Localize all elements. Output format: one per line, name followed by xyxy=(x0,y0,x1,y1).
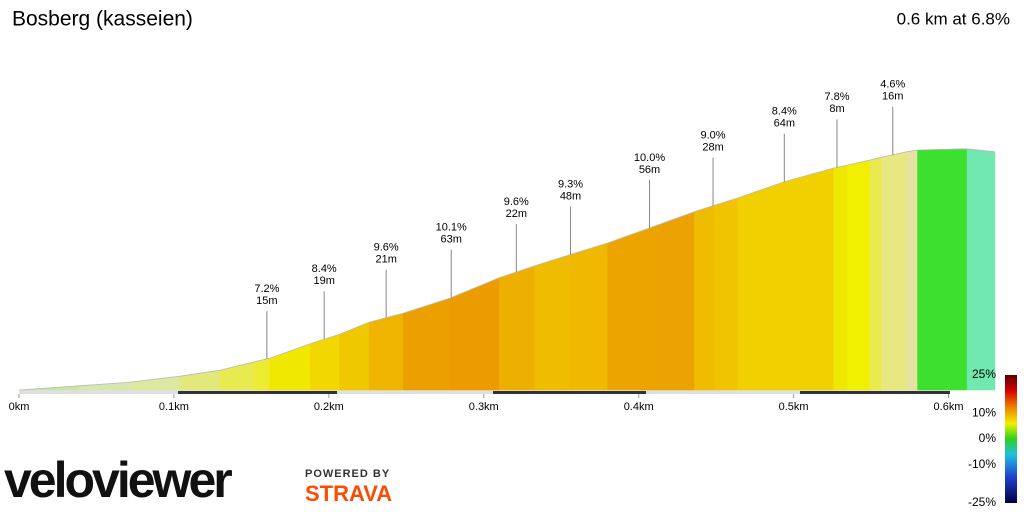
annotation-length: 16m xyxy=(882,91,903,103)
title: Bosberg (kasseien) xyxy=(12,8,193,31)
legend-label: 10% xyxy=(972,406,996,420)
annotation-length: 15m xyxy=(256,295,277,307)
annotation-grade: 10.1% xyxy=(436,221,467,233)
profile-segment xyxy=(966,148,996,391)
km-band xyxy=(493,391,646,394)
profile-segment xyxy=(368,312,404,391)
profile-segment xyxy=(402,297,450,391)
legend-label: -25% xyxy=(968,495,996,509)
profile-segment xyxy=(79,381,131,391)
profile-segment xyxy=(694,204,715,391)
annotation-grade: 7.8% xyxy=(824,91,849,103)
powered-by: POWERED BY xyxy=(305,468,390,480)
profile-segment xyxy=(649,211,695,391)
x-tick-label: 0.4km xyxy=(624,401,654,413)
legend-label: 25% xyxy=(972,367,996,381)
annotation-grade: 4.6% xyxy=(880,79,905,91)
annotation-grade: 7.2% xyxy=(254,283,279,295)
annotation-length: 28m xyxy=(702,142,723,154)
profile-segment xyxy=(833,164,849,391)
annotation-grade: 9.6% xyxy=(504,196,529,208)
profile-segment xyxy=(499,265,536,391)
annotation-grade: 9.6% xyxy=(374,242,399,254)
annotation-length: 21m xyxy=(375,254,396,266)
annotation-grade: 9.0% xyxy=(701,130,726,142)
profile-segment xyxy=(130,375,181,391)
annotation-length: 19m xyxy=(313,275,334,287)
annotation-grade: 8.4% xyxy=(772,106,797,118)
x-tick-label: 0.1km xyxy=(159,401,189,413)
profile-line xyxy=(18,148,996,391)
x-tick-label: 0.3km xyxy=(469,401,499,413)
x-tick-label: 0.5km xyxy=(779,401,809,413)
x-tick-label: 0km xyxy=(9,401,30,413)
annotation-grade: 9.3% xyxy=(558,178,583,190)
profile-segment xyxy=(254,357,271,391)
x-tick-label: 0.2km xyxy=(314,401,344,413)
profile-segment xyxy=(784,167,835,391)
profile-segment xyxy=(847,159,870,391)
annotation-grade: 8.4% xyxy=(312,263,337,275)
annotation-length: 8m xyxy=(829,103,844,115)
profile-segment xyxy=(906,149,918,391)
km-band xyxy=(800,391,950,394)
annotation-grade: 10.0% xyxy=(634,152,665,164)
profile-segment xyxy=(568,242,608,391)
annotation-length: 64m xyxy=(774,118,795,130)
profile-segment xyxy=(869,156,883,391)
profile-segment xyxy=(737,181,785,391)
profile-segment xyxy=(881,151,907,391)
profile-segment xyxy=(534,254,570,391)
profile-segment xyxy=(917,148,968,391)
legend-scale xyxy=(1005,375,1017,503)
profile-segment xyxy=(449,277,500,391)
logo: veloviewer xyxy=(4,452,232,508)
annotation-length: 22m xyxy=(506,208,527,220)
profile-segment xyxy=(607,227,650,391)
annotation-length: 48m xyxy=(560,190,581,202)
km-band xyxy=(178,391,337,394)
annotation-length: 63m xyxy=(441,233,462,245)
legend-label: -10% xyxy=(968,457,996,471)
annotation-length: 56m xyxy=(639,164,660,176)
ground xyxy=(19,390,949,394)
summary: 0.6 km at 6.8% xyxy=(897,9,1010,28)
x-tick-label: 0.6km xyxy=(934,401,964,413)
strava: STRAVA xyxy=(305,481,392,506)
legend-label: 0% xyxy=(979,431,997,445)
profile-segment xyxy=(714,197,739,391)
